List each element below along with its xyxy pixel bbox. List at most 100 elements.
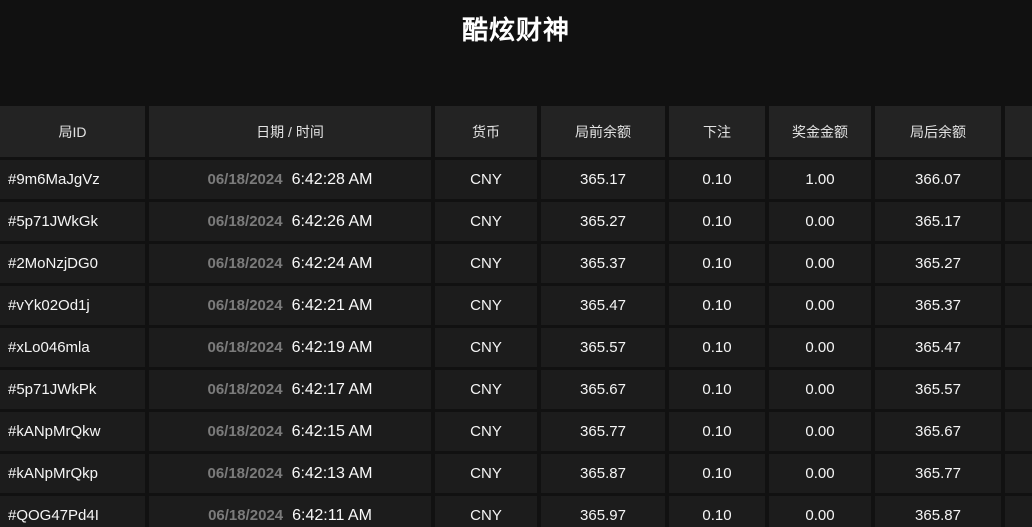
date-value: 06/18/2024 — [207, 339, 283, 356]
datetime-cell: 06/18/2024 6:42:19 AM — [149, 328, 431, 367]
table-row: #vYk02Od1j 06/18/2024 6:42:21 AM CNY 365… — [0, 286, 1032, 325]
date-value: 06/18/2024 — [207, 171, 283, 188]
extra-cell — [1005, 412, 1032, 451]
balance-after-cell: 365.77 — [875, 454, 1001, 493]
prize-cell: 0.00 — [769, 328, 871, 367]
prize-cell: 0.00 — [769, 286, 871, 325]
balance-after-cell: 366.07 — [875, 160, 1001, 199]
balance-before-cell: 365.77 — [541, 412, 665, 451]
prize-cell: 0.00 — [769, 370, 871, 409]
currency-cell: CNY — [435, 244, 537, 283]
round-id-cell: #QOG47Pd4I — [0, 496, 145, 527]
prize-cell: 0.00 — [769, 412, 871, 451]
date-value: 06/18/2024 — [207, 255, 283, 272]
table-row: #xLo046mla 06/18/2024 6:42:19 AM CNY 365… — [0, 328, 1032, 367]
date-value: 06/18/2024 — [207, 213, 283, 230]
prize-cell: 0.00 — [769, 496, 871, 527]
round-id-cell: #vYk02Od1j — [0, 286, 145, 325]
balance-after-cell: 365.57 — [875, 370, 1001, 409]
time-value: 6:42:21 AM — [291, 296, 373, 314]
title-bar: 酷炫财神 — [0, 0, 1032, 106]
time-value: 6:42:13 AM — [291, 464, 373, 482]
round-id-cell: #kANpMrQkw — [0, 412, 145, 451]
balance-before-cell: 365.17 — [541, 160, 665, 199]
balance-before-cell: 365.97 — [541, 496, 665, 527]
table-row: #9m6MaJgVz 06/18/2024 6:42:28 AM CNY 365… — [0, 160, 1032, 199]
round-id-cell: #9m6MaJgVz — [0, 160, 145, 199]
time-value: 6:42:19 AM — [291, 338, 373, 356]
currency-cell: CNY — [435, 412, 537, 451]
balance-after-cell: 365.87 — [875, 496, 1001, 527]
balance-before-cell: 365.87 — [541, 454, 665, 493]
table-row: #QOG47Pd4I 06/18/2024 6:42:11 AM CNY 365… — [0, 496, 1032, 527]
bet-cell: 0.10 — [669, 160, 765, 199]
currency-cell: CNY — [435, 454, 537, 493]
round-id-cell: #2MoNzjDG0 — [0, 244, 145, 283]
datetime-cell: 06/18/2024 6:42:15 AM — [149, 412, 431, 451]
extra-cell — [1005, 328, 1032, 367]
balance-after-cell: 365.37 — [875, 286, 1001, 325]
table-row: #5p71JWkPk 06/18/2024 6:42:17 AM CNY 365… — [0, 370, 1032, 409]
datetime-cell: 06/18/2024 6:42:13 AM — [149, 454, 431, 493]
bet-cell: 0.10 — [669, 244, 765, 283]
table-row: #5p71JWkGk 06/18/2024 6:42:26 AM CNY 365… — [0, 202, 1032, 241]
date-value: 06/18/2024 — [207, 297, 283, 314]
datetime-cell: 06/18/2024 6:42:21 AM — [149, 286, 431, 325]
prize-cell: 0.00 — [769, 202, 871, 241]
time-value: 6:42:26 AM — [291, 212, 373, 230]
currency-cell: CNY — [435, 202, 537, 241]
prize-cell: 0.00 — [769, 244, 871, 283]
extra-cell — [1005, 244, 1032, 283]
extra-cell — [1005, 286, 1032, 325]
prize-cell: 1.00 — [769, 160, 871, 199]
header-prize: 奖金金额 — [769, 106, 871, 157]
table-row: #2MoNzjDG0 06/18/2024 6:42:24 AM CNY 365… — [0, 244, 1032, 283]
round-id-cell: #kANpMrQkp — [0, 454, 145, 493]
balance-before-cell: 365.47 — [541, 286, 665, 325]
balance-after-cell: 365.27 — [875, 244, 1001, 283]
time-value: 6:42:17 AM — [291, 380, 373, 398]
datetime-cell: 06/18/2024 6:42:24 AM — [149, 244, 431, 283]
date-value: 06/18/2024 — [207, 381, 283, 398]
bet-cell: 0.10 — [669, 370, 765, 409]
bet-cell: 0.10 — [669, 454, 765, 493]
prize-cell: 0.00 — [769, 454, 871, 493]
balance-before-cell: 365.57 — [541, 328, 665, 367]
balance-after-cell: 365.17 — [875, 202, 1001, 241]
extra-cell — [1005, 370, 1032, 409]
bet-cell: 0.10 — [669, 412, 765, 451]
header-extra — [1005, 106, 1032, 157]
history-table: 局ID 日期 / 时间 货币 局前余额 下注 奖金金额 局后余额 #9m6MaJ… — [0, 106, 1032, 527]
balance-before-cell: 365.27 — [541, 202, 665, 241]
datetime-cell: 06/18/2024 6:42:26 AM — [149, 202, 431, 241]
time-value: 6:42:24 AM — [291, 254, 373, 272]
extra-cell — [1005, 202, 1032, 241]
currency-cell: CNY — [435, 286, 537, 325]
currency-cell: CNY — [435, 328, 537, 367]
balance-after-cell: 365.67 — [875, 412, 1001, 451]
datetime-cell: 06/18/2024 6:42:28 AM — [149, 160, 431, 199]
extra-cell — [1005, 496, 1032, 527]
datetime-cell: 06/18/2024 6:42:11 AM — [149, 496, 431, 527]
round-id-cell: #5p71JWkPk — [0, 370, 145, 409]
bet-cell: 0.10 — [669, 202, 765, 241]
extra-cell — [1005, 454, 1032, 493]
date-value: 06/18/2024 — [207, 465, 283, 482]
header-bet: 下注 — [669, 106, 765, 157]
round-id-cell: #xLo046mla — [0, 328, 145, 367]
header-round-id: 局ID — [0, 106, 145, 157]
time-value: 6:42:15 AM — [291, 422, 373, 440]
date-value: 06/18/2024 — [207, 423, 283, 440]
bet-cell: 0.10 — [669, 496, 765, 527]
currency-cell: CNY — [435, 160, 537, 199]
table-header-row: 局ID 日期 / 时间 货币 局前余额 下注 奖金金额 局后余额 — [0, 106, 1032, 157]
bet-cell: 0.10 — [669, 328, 765, 367]
header-currency: 货币 — [435, 106, 537, 157]
table-row: #kANpMrQkw 06/18/2024 6:42:15 AM CNY 365… — [0, 412, 1032, 451]
table-body: #9m6MaJgVz 06/18/2024 6:42:28 AM CNY 365… — [0, 160, 1032, 527]
date-value: 06/18/2024 — [208, 507, 284, 524]
balance-after-cell: 365.47 — [875, 328, 1001, 367]
round-id-cell: #5p71JWkGk — [0, 202, 145, 241]
header-balance-before: 局前余额 — [541, 106, 665, 157]
